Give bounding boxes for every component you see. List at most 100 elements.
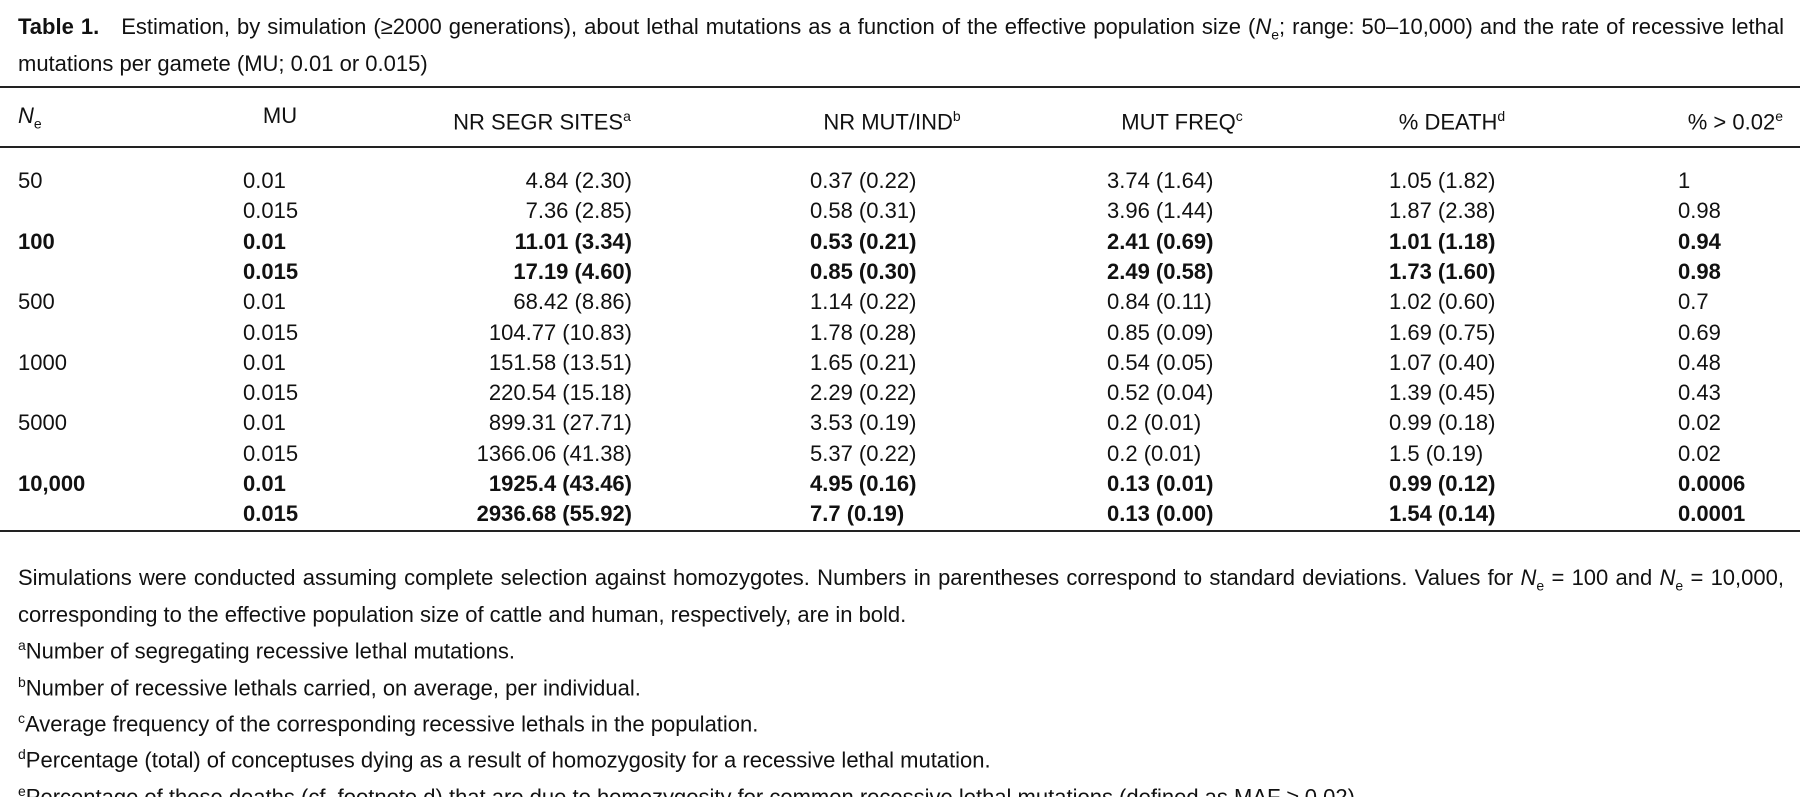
footnote-mark: c: [18, 710, 25, 727]
table-cell: 0.015: [243, 198, 299, 224]
table-cell: 1.02 (0.60): [1389, 289, 1496, 315]
table-caption: Table 1. Estimation, by simulation (≥200…: [18, 12, 1784, 79]
table-cell: 2.49 (0.58): [1107, 258, 1214, 284]
table-cell: 0.01: [243, 289, 286, 315]
table-cell: 1.5 (0.19): [1389, 440, 1484, 466]
table-cell: 68.42 (8.86): [513, 289, 632, 315]
table-cell: 0.01: [243, 349, 286, 375]
table-cell: 1.54 (0.14): [1389, 501, 1496, 527]
header-text: % > 0.02: [1687, 109, 1776, 135]
ne-cell: 10,000: [18, 471, 86, 496]
note-text: = 10,000, corresponding to the effective…: [18, 565, 1784, 628]
column-header: % DEATHd: [1399, 101, 1505, 137]
header-footnote-mark: a: [623, 108, 631, 124]
table-cell: 0.52 (0.04): [1107, 380, 1214, 406]
footnote: aNumber of segregating recessive lethal …: [18, 630, 1784, 666]
table-cell: 0.0001: [1678, 501, 1746, 527]
column-header: Ne: [18, 101, 42, 138]
footnote: cAverage frequency of the corresponding …: [18, 703, 1784, 739]
rule: [0, 146, 1800, 148]
table-cell: 0.84 (0.11): [1107, 289, 1212, 315]
table-cell: 1366.06 (41.38): [476, 440, 632, 466]
footnote-mark: e: [18, 782, 26, 797]
table-cell: 1.01 (1.18): [1389, 228, 1496, 254]
table-cell: 0.99 (0.18): [1389, 410, 1496, 436]
table-cell: 0.015: [243, 440, 299, 466]
table-cell: 2.41 (0.69): [1107, 228, 1214, 254]
table-cell: 0.99 (0.12): [1389, 471, 1496, 496]
header-text: NR MUT/IND: [823, 109, 953, 135]
footnote: bNumber of recessive lethals carried, on…: [18, 667, 1784, 703]
table-cell: 0.13 (0.00): [1107, 501, 1214, 527]
table-cell: 7.36 (2.85): [525, 198, 632, 224]
column-header: NR SEGR SITESa: [453, 101, 631, 137]
table-cell: 0.015: [243, 258, 299, 284]
table-cell: 0.01: [243, 471, 286, 496]
table-cell: 4.84 (2.30): [525, 168, 632, 193]
header-text: MU: [262, 103, 298, 128]
header-text: MUT FREQ: [1121, 109, 1236, 135]
header-footnote-mark: c: [1235, 108, 1243, 124]
column-header: NR MUT/INDb: [823, 101, 960, 137]
table-cell: 1.14 (0.22): [810, 289, 917, 315]
table-cell: 1.78 (0.28): [810, 319, 917, 345]
table-cell: 0.2 (0.01): [1107, 410, 1202, 436]
table-cell: 1: [1678, 168, 1691, 193]
ne-cell: 5000: [18, 410, 67, 436]
table-cell: 1.05 (1.82): [1389, 168, 1496, 193]
header-text: % DEATH: [1398, 109, 1498, 135]
rule: [0, 86, 1800, 88]
table-cell: 0.015: [243, 380, 299, 406]
ne-cell: 50: [18, 168, 43, 193]
table-cell: 1.39 (0.45): [1389, 380, 1496, 406]
note-text: N: [1659, 565, 1676, 590]
footnote-text: Number of segregating recessive lethal m…: [25, 638, 515, 664]
footnote: dPercentage (total) of conceptuses dying…: [18, 739, 1784, 775]
rule: [0, 530, 1800, 532]
footnote-text: Percentage (total) of conceptuses dying …: [25, 747, 991, 773]
table-cell: 11.01 (3.34): [514, 228, 632, 254]
table-cell: 1.73 (1.60): [1389, 258, 1496, 284]
note-text: Simulations were conducted assuming comp…: [18, 565, 1521, 590]
table-cell: 0.01: [243, 168, 286, 193]
table-cell: 3.96 (1.44): [1107, 198, 1214, 224]
table-cell: 0.43: [1678, 380, 1721, 406]
ne-cell: 100: [18, 228, 55, 254]
note-text: e: [1675, 577, 1684, 594]
header-text: NR SEGR SITES: [453, 109, 624, 135]
table-cell: 899.31 (27.71): [488, 410, 632, 436]
header-subscript: e: [33, 115, 42, 132]
footnote-text: Average frequency of the corresponding r…: [25, 711, 759, 737]
table-cell: 0.01: [243, 410, 286, 436]
table-cell: 0.53 (0.21): [810, 228, 917, 254]
table-cell: 0.54 (0.05): [1107, 349, 1214, 375]
table-cell: 0.98: [1678, 258, 1721, 284]
caption-text: e: [1271, 26, 1279, 43]
table-cell: 0.69: [1678, 319, 1721, 345]
table-cell: 0.85 (0.09): [1107, 319, 1214, 345]
table-cell: 0.85 (0.30): [810, 258, 917, 284]
table-cell: 0.015: [243, 319, 299, 345]
table-cell: 104.77 (10.83): [488, 319, 632, 345]
table-cell: 151.58 (13.51): [488, 349, 632, 375]
table-cell: 0.98: [1678, 198, 1721, 224]
note-text: = 100 and: [1544, 565, 1660, 590]
footnote-text: Percentage of these deaths (cf. footnote…: [25, 784, 1362, 797]
footnote: ePercentage of these deaths (cf. footnot…: [18, 776, 1784, 797]
table-cell: 0.2 (0.01): [1107, 440, 1202, 466]
table-cell: 0.02: [1678, 440, 1721, 466]
table-cell: 0.0006: [1678, 471, 1746, 496]
table-cell: 0.02: [1678, 410, 1721, 436]
header-footnote-mark: e: [1775, 108, 1783, 124]
footnote-mark: b: [18, 673, 26, 690]
table-cell: 0.13 (0.01): [1107, 471, 1214, 496]
footnote-mark: d: [18, 746, 26, 763]
table-cell: 2936.68 (55.92): [476, 501, 632, 527]
caption-text: ; range: 50–10,000) and the rate of rece…: [18, 14, 1784, 77]
table-cell: 0.7: [1678, 289, 1709, 315]
header-text: N: [18, 103, 34, 128]
note-text: N: [1520, 565, 1537, 590]
table-cell: 4.95 (0.16): [810, 471, 917, 496]
table-cell: 1.07 (0.40): [1389, 349, 1496, 375]
caption-label: Table 1.: [18, 14, 100, 39]
